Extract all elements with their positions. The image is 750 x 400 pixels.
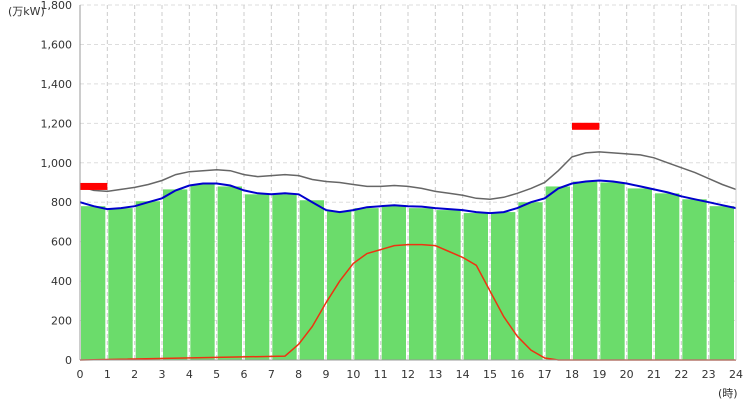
bar-hour-8 <box>299 200 324 360</box>
y-axis-unit-label: (万kW) <box>8 5 45 18</box>
x-tick-label: 22 <box>674 368 688 381</box>
grid-lines <box>80 4 736 360</box>
x-tick-label: 13 <box>428 368 442 381</box>
y-tick-label: 1,000 <box>41 157 73 170</box>
x-tick-label: 10 <box>346 368 360 381</box>
bar-hour-21 <box>655 193 680 360</box>
x-tick-label: 6 <box>241 368 248 381</box>
peak-marker-2 <box>572 122 600 130</box>
y-tick-label: 1,200 <box>41 117 73 130</box>
x-tick-label: 20 <box>620 368 634 381</box>
bar-hour-23 <box>709 206 734 360</box>
x-tick-label: 1 <box>104 368 111 381</box>
x-tick-label: 4 <box>186 368 193 381</box>
peak-markers <box>80 122 600 190</box>
bar-hour-20 <box>627 188 652 360</box>
x-tick-label: 3 <box>159 368 166 381</box>
bar-hour-12 <box>409 208 434 360</box>
bar-hour-19 <box>600 182 625 360</box>
peak-marker-1 <box>80 182 108 190</box>
x-tick-label: 19 <box>592 368 606 381</box>
bar-hour-17 <box>545 186 570 360</box>
x-tick-label: 14 <box>456 368 470 381</box>
bar-hour-4 <box>190 184 215 360</box>
y-tick-label: 1,800 <box>41 0 73 12</box>
y-tick-label: 600 <box>51 236 72 249</box>
bar-hour-0 <box>81 206 106 360</box>
line-series-1 <box>79 179 737 215</box>
x-tick-label: 17 <box>538 368 552 381</box>
x-tick-label: 8 <box>295 368 302 381</box>
x-tick-label: 12 <box>401 368 415 381</box>
bar-hour-1 <box>108 208 133 360</box>
x-tick-label: 23 <box>702 368 716 381</box>
y-tick-label: 800 <box>51 196 72 209</box>
x-tick-label: 21 <box>647 368 661 381</box>
x-tick-label: 9 <box>323 368 330 381</box>
line-series-2 <box>79 151 737 201</box>
bar-series <box>81 181 734 360</box>
bar-hour-5 <box>217 186 242 360</box>
x-tick-label: 18 <box>565 368 579 381</box>
y-tick-label: 1,400 <box>41 78 73 91</box>
x-tick-label: 15 <box>483 368 497 381</box>
bar-hour-13 <box>436 210 461 360</box>
x-tick-label: 5 <box>213 368 220 381</box>
x-tick-label: 0 <box>77 368 84 381</box>
bar-hour-10 <box>354 208 379 360</box>
bar-hour-3 <box>163 189 188 360</box>
bar-hour-22 <box>682 199 707 360</box>
y-tick-label: 1,600 <box>41 38 73 51</box>
axes: 0 200 400 600 800 1,000 1,200 1,400 1,600 1,800 0 1… <box>41 0 744 381</box>
x-axis-unit-label: (時) <box>718 387 738 400</box>
y-tick-label: 200 <box>51 315 72 328</box>
line-series <box>79 151 737 361</box>
bar-hour-7 <box>272 194 297 360</box>
bar-hour-15 <box>491 212 516 360</box>
bar-hour-2 <box>135 201 160 360</box>
bar-hour-14 <box>463 213 488 360</box>
bar-hour-16 <box>518 202 543 360</box>
y-tick-label: 400 <box>51 275 72 288</box>
bar-hour-18 <box>573 181 598 360</box>
x-tick-label: 7 <box>268 368 275 381</box>
x-tick-label: 24 <box>729 368 743 381</box>
bar-hour-9 <box>327 211 352 360</box>
x-tick-label: 16 <box>510 368 524 381</box>
x-tick-label: 11 <box>374 368 388 381</box>
bar-hour-6 <box>245 194 270 360</box>
x-tick-label: 2 <box>131 368 138 381</box>
line-series-3 <box>79 243 736 361</box>
y-tick-label: 0 <box>65 354 72 367</box>
bar-hour-11 <box>381 205 406 360</box>
